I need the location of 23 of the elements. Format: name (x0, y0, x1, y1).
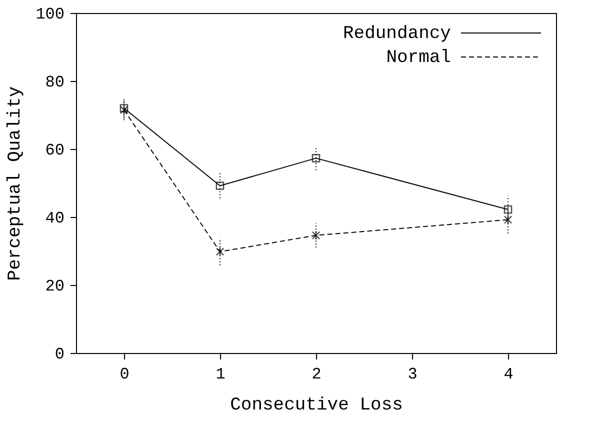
point (504, 205, 512, 214)
x-tick-label: 0 (120, 366, 130, 384)
legend-label: Normal (386, 48, 451, 68)
y-tick-label: 100 (36, 6, 64, 24)
point (216, 246, 224, 257)
y-tick-label: 40 (45, 210, 64, 228)
x-tick-label: 4 (504, 366, 514, 384)
x-tick-label: 3 (408, 366, 418, 384)
point (120, 104, 128, 112)
x-tick-label: 1 (216, 366, 226, 384)
y-tick-label: 0 (54, 346, 64, 364)
y-tick-label: 20 (45, 278, 64, 296)
point (120, 105, 128, 115)
point (504, 214, 512, 225)
point (312, 230, 320, 240)
legend-label: Redundancy (342, 24, 452, 44)
x-axis-title: Consecutive Loss (230, 396, 403, 416)
x-tick-label: 2 (312, 366, 322, 384)
point (312, 154, 320, 162)
y-tick-label: 80 (45, 74, 64, 92)
point (216, 182, 224, 190)
y-axis-title: Perceptual Quality (6, 86, 26, 281)
y-tick-label: 60 (45, 142, 64, 160)
